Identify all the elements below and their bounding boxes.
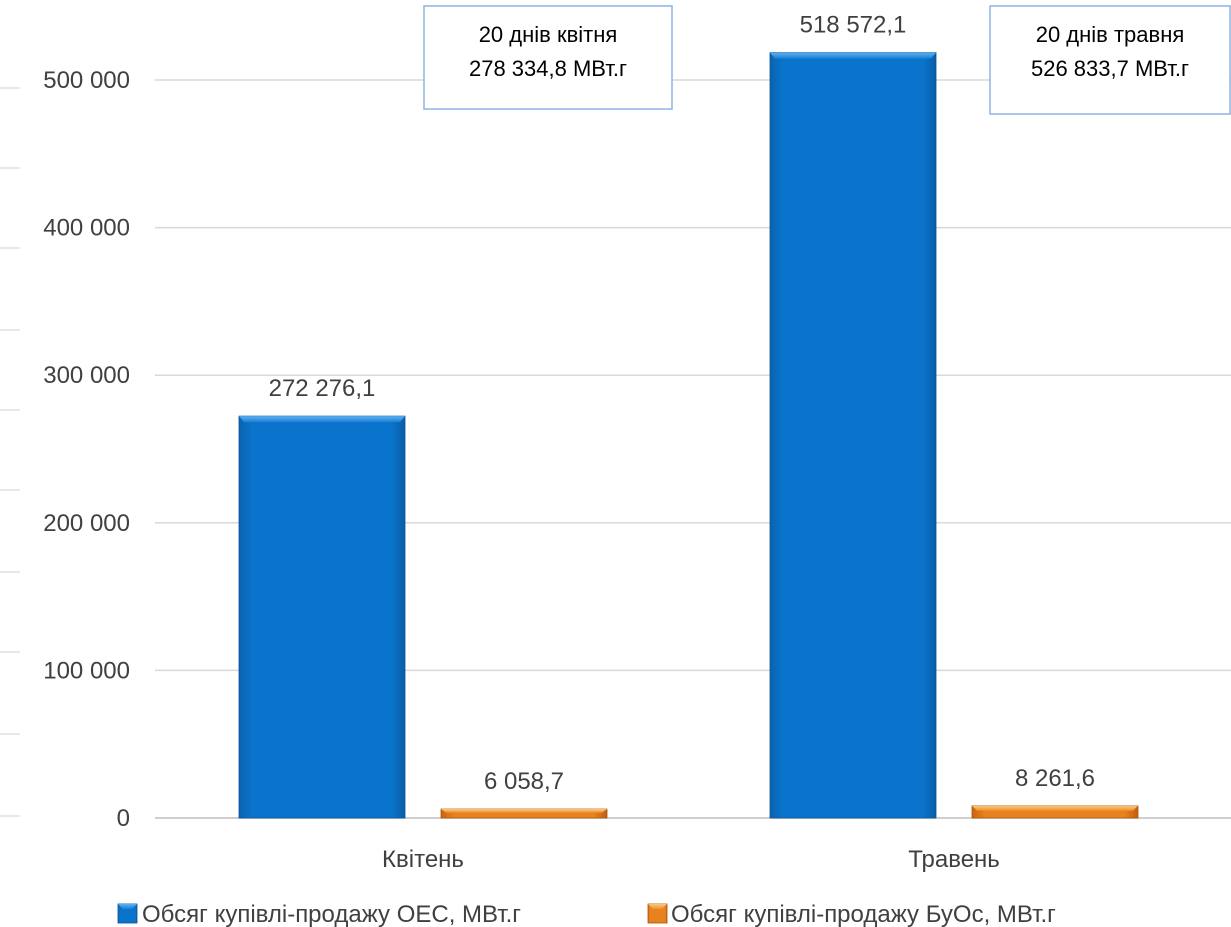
bar-bevel [770, 52, 936, 59]
annotation-text: 526 833,7 МВт.г [1031, 56, 1189, 81]
y-tick-label: 300 000 [43, 362, 130, 389]
y-tick-label: 400 000 [43, 215, 130, 242]
category-label: Квітень [382, 846, 464, 873]
data-labels: 272 276,1 6 058,7 518 572,1 8 261,6 [269, 12, 1095, 795]
y-axis-tick-labels: 0 100 000 200 000 300 000 400 000 500 000 [43, 67, 130, 832]
legend-swatch-bevel [648, 904, 667, 909]
category-label: Травень [908, 846, 1000, 873]
annotation-text: 20 днів травня [1036, 22, 1185, 47]
legend-label: Обсяг купівлі-продажу БуОс, МВт.г [671, 901, 1056, 927]
data-label: 6 058,7 [484, 768, 564, 795]
legend: Обсяг купівлі-продажу ОЕС, МВт.г Обсяг ку… [117, 901, 1056, 927]
y-tick-label: 100 000 [43, 657, 130, 684]
bar-bevel [441, 809, 607, 813]
legend-label: Обсяг купівлі-продажу ОЕС, МВт.г [142, 901, 521, 927]
data-label: 272 276,1 [269, 375, 376, 402]
annotation-box: 20 днів травня 526 833,7 МВт.г [989, 5, 1231, 115]
bar-bevel [239, 416, 405, 423]
legend-item: Обсяг купівлі-продажу БуОс, МВт.г [647, 901, 1056, 927]
bars [238, 52, 1139, 819]
annotation-text: 20 днів квітня [479, 22, 618, 47]
annotation-boxes: 20 днів квітня 278 334,8 МВт.г 20 днів тра… [423, 5, 1231, 115]
category-labels: Квітень Травень [382, 846, 1000, 873]
y-axis-marks [0, 87, 20, 817]
bar-oes-0 [238, 415, 406, 819]
bar-bevel [972, 805, 1138, 811]
annotation-frame [989, 5, 1231, 115]
annotation-text: 278 334,8 МВт.г [469, 56, 627, 81]
legend-item: Обсяг купівлі-продажу ОЕС, МВт.г [117, 901, 521, 927]
legend-swatch-bevel [118, 904, 137, 909]
y-tick-label: 200 000 [43, 510, 130, 537]
annotation-box: 20 днів квітня 278 334,8 МВт.г [423, 5, 673, 110]
bar-oes-1 [769, 52, 937, 819]
data-label: 8 261,6 [1015, 765, 1095, 792]
y-tick-label: 0 [117, 805, 130, 832]
annotation-frame [423, 5, 673, 110]
data-label: 518 572,1 [800, 12, 907, 39]
y-tick-label: 500 000 [43, 67, 130, 94]
